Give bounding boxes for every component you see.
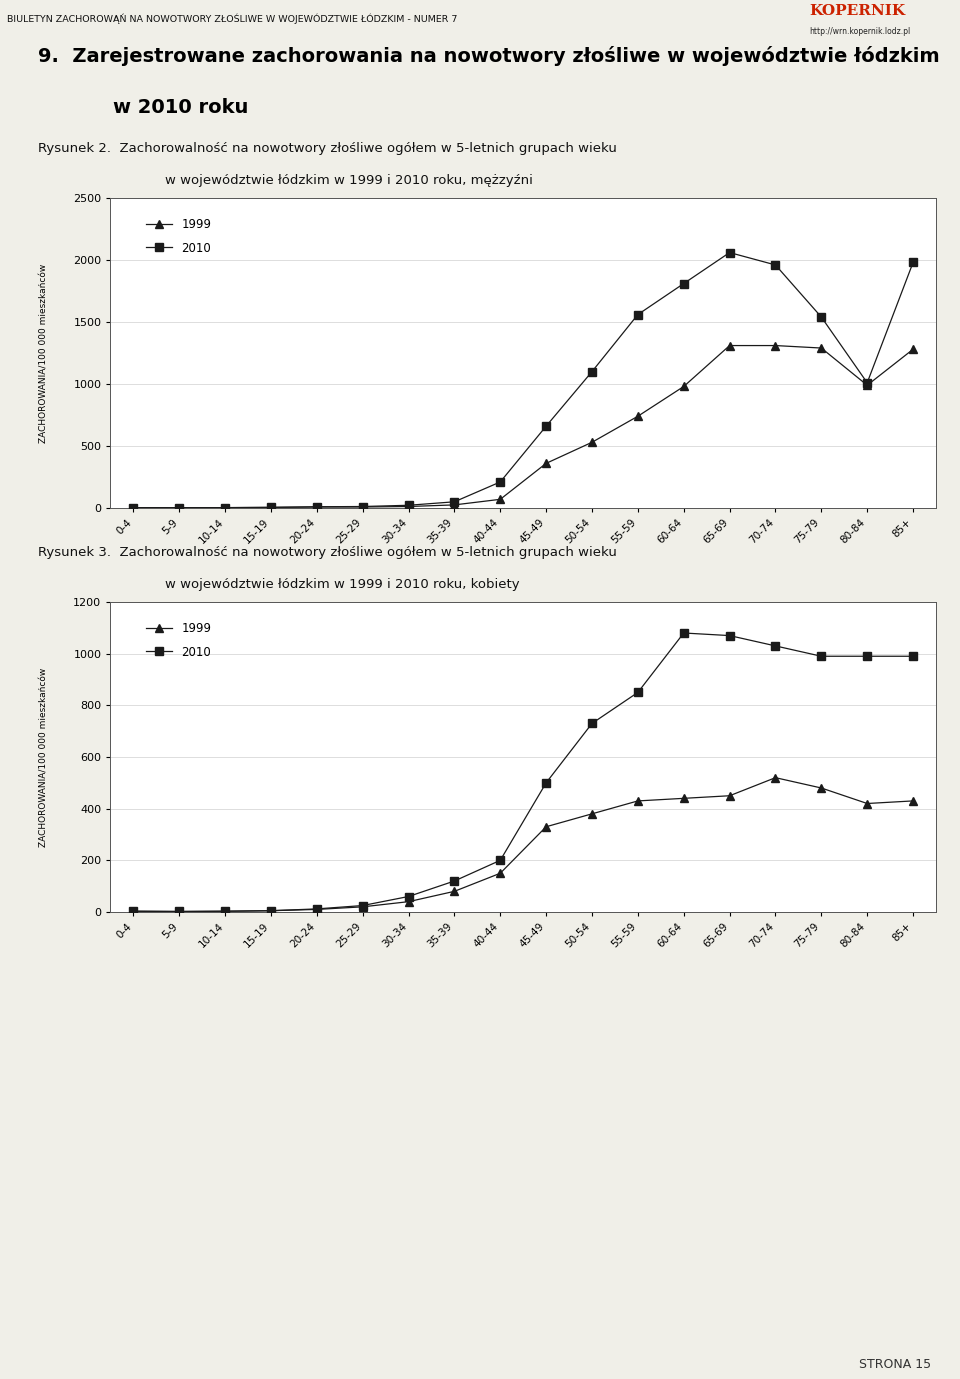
Line: 2010: 2010 — [130, 248, 917, 512]
2010 — [678, 625, 689, 641]
2010 — [816, 648, 828, 665]
2010 — [770, 256, 781, 273]
2010 — [632, 306, 643, 323]
2010 — [907, 254, 919, 270]
2010 — [540, 418, 552, 434]
Text: 9.  Zarejestrowane zachorowania na nowotwory złośliwe w województwie łódzkim: 9. Zarejestrowane zachorowania na nowotw… — [38, 46, 940, 66]
1999 — [816, 339, 828, 356]
1999 — [219, 499, 230, 516]
1999 — [861, 796, 873, 812]
2010 — [861, 648, 873, 665]
1999 — [678, 790, 689, 807]
1999 — [587, 434, 598, 451]
Line: 2010: 2010 — [130, 629, 917, 916]
2010 — [907, 648, 919, 665]
2010 — [265, 902, 276, 918]
1999 — [448, 496, 460, 513]
2010 — [174, 903, 185, 920]
2010 — [174, 499, 185, 516]
2010 — [219, 903, 230, 920]
Text: Rysunek 2.  Zachorowalność na nowotwory złośliwe ogółem w 5-letnich grupach wiek: Rysunek 2. Zachorowalność na nowotwory z… — [38, 142, 617, 154]
1999 — [587, 805, 598, 822]
1999 — [219, 903, 230, 920]
1999 — [770, 769, 781, 786]
2010 — [816, 309, 828, 325]
2010 — [403, 496, 415, 513]
1999 — [174, 499, 185, 516]
1999 — [128, 903, 139, 920]
2010 — [448, 494, 460, 510]
1999 — [128, 499, 139, 516]
Text: w województwie łódzkim w 1999 i 2010 roku, kobiety: w województwie łódzkim w 1999 i 2010 rok… — [165, 578, 519, 592]
Text: BIULETYN ZACHOROWĄŃ NA NOWOTWORY ZŁOŚLIWE W WOJEWÓDZTWIE ŁÓDZKIM - NUMER 7: BIULETYN ZACHOROWĄŃ NA NOWOTWORY ZŁOŚLIW… — [8, 14, 458, 25]
2010 — [724, 627, 735, 644]
Y-axis label: ZACHOROWANIA/100 000 mieszkańców: ZACHOROWANIA/100 000 mieszkańców — [39, 667, 49, 847]
Text: w 2010 roku: w 2010 roku — [113, 98, 249, 117]
2010 — [770, 637, 781, 654]
Legend: 1999, 2010: 1999, 2010 — [141, 214, 216, 259]
1999 — [724, 338, 735, 354]
2010 — [311, 900, 323, 917]
1999 — [632, 408, 643, 425]
1999 — [494, 865, 506, 881]
2010 — [861, 375, 873, 392]
2010 — [403, 888, 415, 905]
Legend: 1999, 2010: 1999, 2010 — [141, 618, 216, 663]
2010 — [587, 716, 598, 732]
2010 — [448, 873, 460, 889]
1999 — [403, 498, 415, 514]
2010 — [632, 684, 643, 701]
1999 — [265, 499, 276, 516]
1999 — [907, 341, 919, 357]
Text: KOPERNIK: KOPERNIK — [808, 4, 905, 18]
Line: 1999: 1999 — [130, 774, 917, 916]
1999 — [311, 900, 323, 917]
1999 — [540, 455, 552, 472]
2010 — [587, 363, 598, 379]
2010 — [311, 498, 323, 514]
1999 — [174, 903, 185, 920]
Text: Rysunek 3.  Zachorowalność na nowotwory złośliwe ogółem w 5-letnich grupach wiek: Rysunek 3. Zachorowalność na nowotwory z… — [38, 546, 617, 558]
Line: 1999: 1999 — [130, 342, 917, 512]
1999 — [907, 793, 919, 809]
1999 — [816, 779, 828, 796]
1999 — [357, 499, 369, 516]
2010 — [128, 499, 139, 516]
2010 — [494, 473, 506, 490]
2010 — [494, 852, 506, 869]
1999 — [265, 902, 276, 918]
2010 — [357, 898, 369, 914]
2010 — [265, 499, 276, 516]
Text: http://wrn.kopernik.lodz.pl: http://wrn.kopernik.lodz.pl — [808, 26, 910, 36]
1999 — [357, 899, 369, 916]
1999 — [861, 376, 873, 393]
1999 — [311, 499, 323, 516]
1999 — [770, 338, 781, 354]
1999 — [494, 491, 506, 507]
2010 — [678, 276, 689, 292]
1999 — [540, 819, 552, 836]
1999 — [724, 787, 735, 804]
2010 — [357, 498, 369, 514]
2010 — [724, 244, 735, 261]
1999 — [678, 378, 689, 394]
1999 — [403, 894, 415, 910]
1999 — [448, 883, 460, 899]
Text: w województwie łódzkim w 1999 i 2010 roku, mężzyźni: w województwie łódzkim w 1999 i 2010 rok… — [165, 174, 533, 188]
2010 — [540, 775, 552, 792]
Y-axis label: ZACHOROWANIA/100 000 mieszkańców: ZACHOROWANIA/100 000 mieszkańców — [39, 263, 49, 443]
Text: STRONA 15: STRONA 15 — [859, 1358, 931, 1372]
2010 — [219, 499, 230, 516]
2010 — [128, 903, 139, 920]
1999 — [632, 793, 643, 809]
